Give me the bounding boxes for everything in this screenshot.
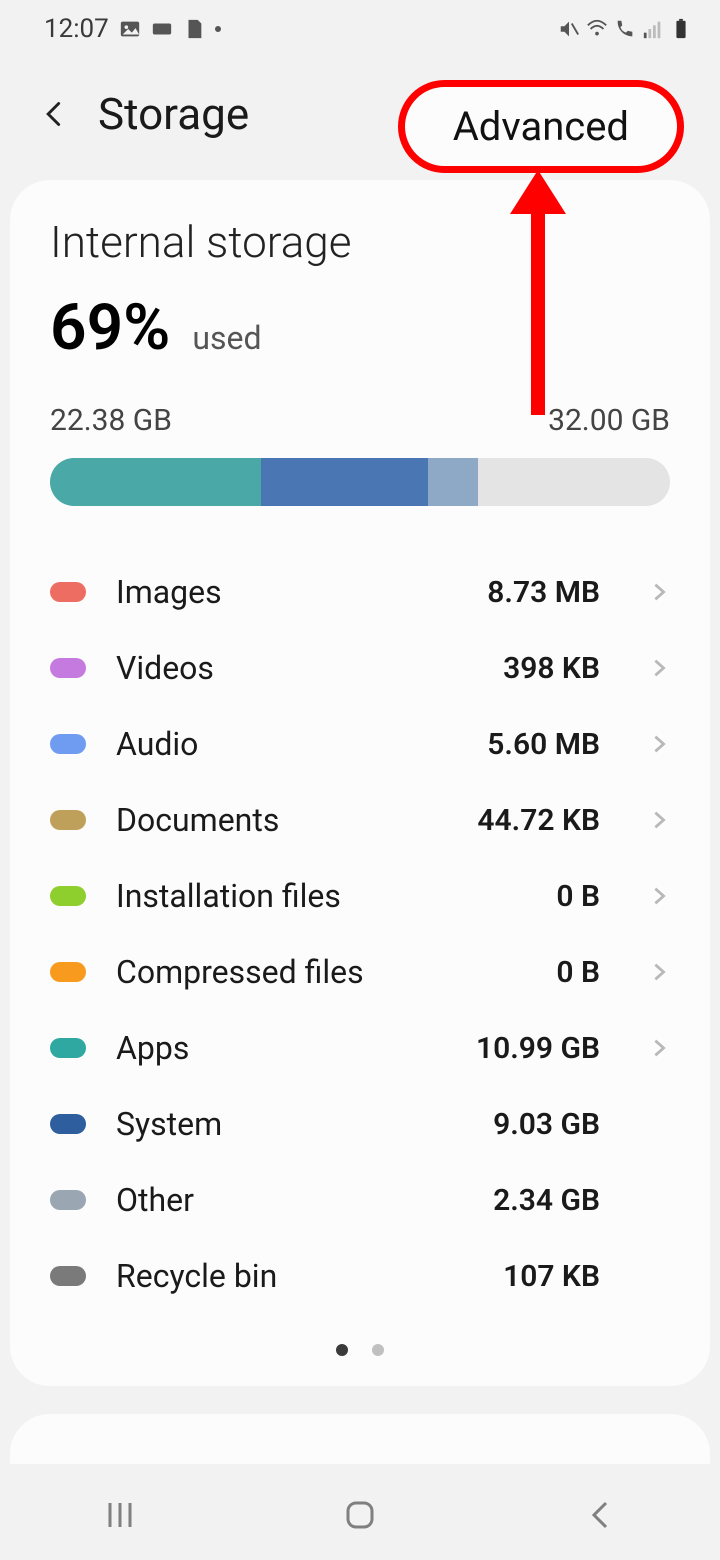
chevron-right-icon xyxy=(648,657,670,679)
category-swatch xyxy=(50,582,86,602)
category-swatch xyxy=(50,734,86,754)
sd-icon xyxy=(183,18,205,40)
category-size: 44.72 KB xyxy=(477,803,600,838)
storage-used-gb: 22.38 GB xyxy=(50,403,172,438)
category-size: 5.60 MB xyxy=(487,727,600,762)
pager-dot[interactable] xyxy=(336,1344,348,1356)
category-size: 10.99 GB xyxy=(476,1031,600,1066)
image-icon xyxy=(119,18,141,40)
category-swatch xyxy=(50,886,86,906)
category-label: Compressed files xyxy=(116,953,526,991)
battery-icon xyxy=(670,18,692,40)
storage-bar-segment xyxy=(261,458,428,506)
chevron-right-icon xyxy=(648,961,670,983)
category-row[interactable]: Images 8.73 MB xyxy=(50,554,670,630)
category-size: 0 B xyxy=(556,955,600,990)
category-label: System xyxy=(116,1105,463,1143)
status-time: 12:07 xyxy=(44,14,109,44)
category-swatch xyxy=(50,1266,86,1286)
category-label: Other xyxy=(116,1181,463,1219)
category-swatch xyxy=(50,1038,86,1058)
category-swatch xyxy=(50,962,86,982)
nav-back-button[interactable] xyxy=(578,1493,622,1537)
category-label: Installation files xyxy=(116,877,526,915)
category-label: Audio xyxy=(116,725,457,763)
storage-total-gb: 32.00 GB xyxy=(548,403,670,438)
storage-used-label: used xyxy=(192,319,261,357)
vpn-icon xyxy=(151,18,173,40)
category-swatch xyxy=(50,1190,86,1210)
mute-icon xyxy=(558,18,580,40)
category-row[interactable]: Apps 10.99 GB xyxy=(50,1010,670,1086)
pager-dot[interactable] xyxy=(372,1344,384,1356)
category-size: 398 KB xyxy=(503,651,600,686)
chevron-right-icon xyxy=(648,733,670,755)
app-header: Storage Advanced xyxy=(0,58,720,180)
category-label: Documents xyxy=(116,801,447,839)
category-row[interactable]: Audio 5.60 MB xyxy=(50,706,670,782)
category-size: 107 KB xyxy=(503,1259,600,1294)
back-button[interactable] xyxy=(40,100,68,128)
system-nav-bar xyxy=(0,1470,720,1560)
category-size: 2.34 GB xyxy=(493,1183,600,1218)
category-label: Apps xyxy=(116,1029,446,1067)
recents-button[interactable] xyxy=(98,1493,142,1537)
next-card-peek xyxy=(10,1414,710,1464)
storage-bar-segment xyxy=(50,458,261,506)
chevron-right-icon xyxy=(648,809,670,831)
category-row: Other 2.34 GB xyxy=(50,1162,670,1238)
storage-bar-segment xyxy=(428,458,478,506)
wifi-icon xyxy=(586,18,608,40)
wifi-calling-icon xyxy=(614,18,636,40)
page-title: Storage xyxy=(98,88,249,140)
chevron-right-icon xyxy=(648,581,670,603)
status-bar: 12:07 xyxy=(0,0,720,58)
chevron-right-icon xyxy=(648,1037,670,1059)
category-size: 8.73 MB xyxy=(487,575,600,610)
category-swatch xyxy=(50,1114,86,1134)
category-row: System 9.03 GB xyxy=(50,1086,670,1162)
category-label: Images xyxy=(116,573,457,611)
storage-percent: 69% xyxy=(50,290,170,365)
category-row: Recycle bin 107 KB xyxy=(50,1238,670,1314)
category-label: Recycle bin xyxy=(116,1257,473,1295)
storage-title: Internal storage xyxy=(50,216,670,268)
more-notifications-icon xyxy=(215,26,221,32)
advanced-button[interactable]: Advanced xyxy=(398,80,684,173)
storage-bar xyxy=(50,458,670,506)
category-label: Videos xyxy=(116,649,473,687)
category-row[interactable]: Compressed files 0 B xyxy=(50,934,670,1010)
category-list: Images 8.73 MB Videos 398 KB Audio 5.60 MB Doc… xyxy=(50,554,670,1314)
category-swatch xyxy=(50,810,86,830)
storage-card: Internal storage 69% used 22.38 GB 32.00… xyxy=(10,180,710,1386)
page-indicator xyxy=(50,1344,670,1356)
category-row[interactable]: Documents 44.72 KB xyxy=(50,782,670,858)
category-size: 9.03 GB xyxy=(493,1107,600,1142)
category-swatch xyxy=(50,658,86,678)
category-row[interactable]: Installation files 0 B xyxy=(50,858,670,934)
home-button[interactable] xyxy=(338,1493,382,1537)
signal-icon xyxy=(642,18,664,40)
chevron-right-icon xyxy=(648,885,670,907)
category-row[interactable]: Videos 398 KB xyxy=(50,630,670,706)
category-size: 0 B xyxy=(556,879,600,914)
